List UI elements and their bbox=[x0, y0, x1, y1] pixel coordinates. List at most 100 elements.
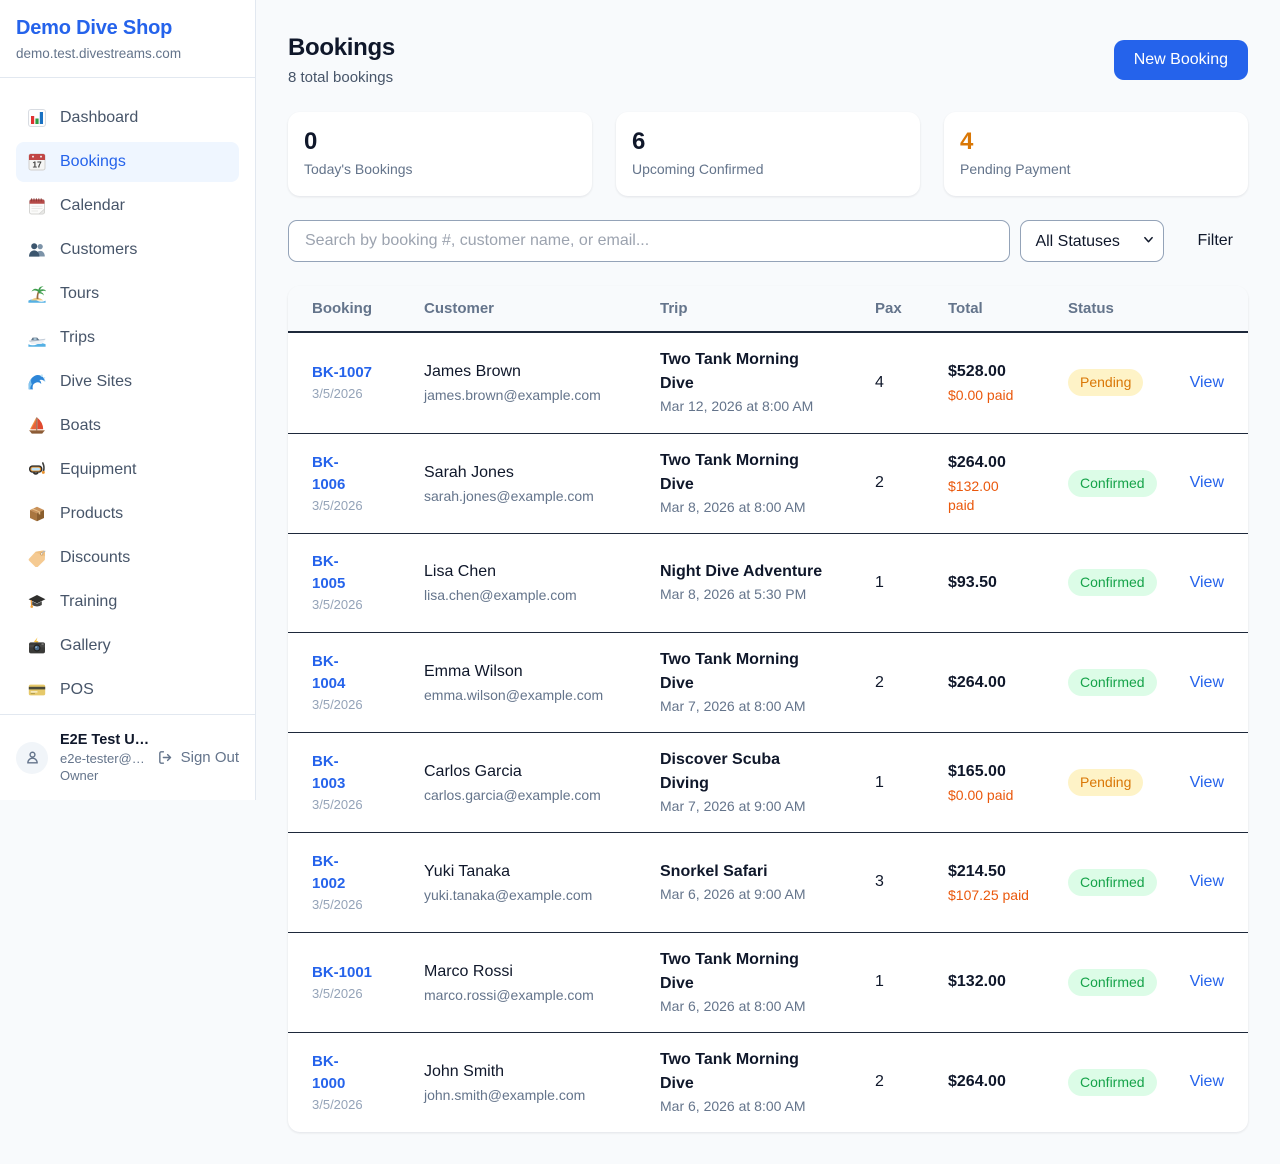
booking-id-link[interactable]: BK- 1003 bbox=[312, 753, 346, 792]
status-cell: Confirmed bbox=[1068, 654, 1180, 711]
sidebar-item-training[interactable]: Training bbox=[16, 582, 239, 622]
bar-chart-icon bbox=[28, 109, 46, 127]
user-box: E2E Test U… e2e-tester@… Owner Sign Out bbox=[0, 714, 255, 800]
sidebar-item-tours[interactable]: Tours bbox=[16, 274, 239, 314]
column-header-status: Status bbox=[1068, 300, 1114, 317]
trip-date: Mar 8, 2026 at 5:30 PM bbox=[660, 586, 807, 603]
booking-id-link[interactable]: BK- 1006 bbox=[312, 453, 346, 493]
customer-name: Carlos Garcia bbox=[424, 763, 522, 780]
sidebar-item-dashboard[interactable]: Dashboard bbox=[16, 98, 239, 138]
customer-cell: Lisa Chen lisa.chen@example.com bbox=[424, 545, 660, 620]
view-link[interactable]: View bbox=[1189, 773, 1224, 791]
booking-cell: BK-1001 3/5/2026 bbox=[312, 947, 424, 1018]
trip-name: Two Tank Morning Dive bbox=[660, 950, 799, 992]
table-row: BK- 1002 3/5/2026 Yuki Tanaka yuki.tanak… bbox=[288, 832, 1248, 932]
booking-id-link[interactable]: BK- 1002 bbox=[312, 852, 346, 892]
sign-out-icon bbox=[158, 751, 171, 764]
booking-cell: BK- 1003 3/5/2026 bbox=[312, 736, 424, 829]
trip-date: Mar 6, 2026 at 9:00 AM bbox=[660, 885, 806, 902]
sidebar-item-trips[interactable]: Trips bbox=[16, 318, 239, 358]
column-header-pax: Pax bbox=[875, 300, 902, 317]
filter-button[interactable]: Filter bbox=[1197, 232, 1233, 249]
trip-date: Mar 7, 2026 at 8:00 AM bbox=[660, 698, 806, 714]
trip-date: Mar 6, 2026 at 8:00 AM bbox=[660, 1097, 806, 1114]
total-cell: $214.50 $107.25 paid bbox=[948, 845, 1068, 920]
trip-name: Snorkel Safari bbox=[660, 862, 768, 880]
customer-cell: Marco Rossi marco.rossi@example.com bbox=[424, 945, 660, 1020]
status-badge: Confirmed bbox=[1068, 569, 1157, 597]
actions-cell: View bbox=[1180, 359, 1248, 407]
customer-name: John Smith bbox=[424, 1062, 505, 1080]
booking-date: 3/5/2026 bbox=[312, 386, 363, 402]
total-cell: $132.00 bbox=[948, 955, 1068, 1009]
sidebar-item-dive-sites[interactable]: Dive Sites bbox=[16, 362, 239, 402]
booking-date: 3/5/2026 bbox=[312, 497, 363, 513]
booking-id-link[interactable]: BK- 1000 bbox=[312, 1052, 346, 1092]
sidebar-item-label: Bookings bbox=[60, 153, 126, 170]
customer-name: James Brown bbox=[424, 363, 521, 381]
sidebar-item-bookings[interactable]: 17 Bookings bbox=[16, 142, 239, 182]
customer-cell: James Brown james.brown@example.com bbox=[424, 345, 660, 420]
camera-with-flash-icon bbox=[29, 637, 45, 654]
sidebar-item-discounts[interactable]: Discounts bbox=[16, 538, 239, 578]
pax-cell: 1 bbox=[875, 573, 884, 591]
view-link[interactable]: View bbox=[1189, 474, 1224, 491]
sidebar-item-label: Gallery bbox=[60, 637, 111, 654]
sidebar-item-equipment[interactable]: Equipment bbox=[16, 450, 239, 490]
table-row: BK- 1005 3/5/2026 Lisa Chen lisa.chen@ex… bbox=[288, 532, 1248, 633]
booking-id-link[interactable]: BK- 1004 bbox=[312, 653, 346, 692]
sidebar-item-label: POS bbox=[60, 681, 94, 698]
customer-cell: John Smith john.smith@example.com bbox=[424, 1045, 660, 1120]
table-row: BK-1007 3/5/2026 James Brown james.brown… bbox=[288, 333, 1248, 433]
actions-cell: View bbox=[1180, 858, 1248, 906]
total-amount: $214.50 bbox=[948, 862, 1006, 880]
sidebar-item-pos[interactable]: POS bbox=[16, 670, 239, 710]
view-link[interactable]: View bbox=[1189, 673, 1224, 691]
view-link[interactable]: View bbox=[1189, 373, 1224, 391]
customer-email: lisa.chen@example.com bbox=[424, 587, 577, 604]
booking-id-link[interactable]: BK-1001 bbox=[312, 963, 373, 981]
search-input[interactable] bbox=[288, 220, 1011, 262]
customer-name: Yuki Tanaka bbox=[424, 862, 510, 880]
sidebar-item-products[interactable]: Products bbox=[16, 494, 239, 534]
filter-row: All Statuses Filter bbox=[288, 220, 1248, 262]
booking-id-link[interactable]: BK-1007 bbox=[312, 364, 373, 382]
status-badge: Pending bbox=[1068, 369, 1144, 397]
view-link[interactable]: View bbox=[1189, 873, 1224, 891]
customer-email: marco.rossi@example.com bbox=[424, 986, 594, 1003]
sidebar-item-label: Dashboard bbox=[60, 109, 139, 126]
total-cell: $264.00 $132.00 paid bbox=[948, 436, 1068, 530]
view-link[interactable]: View bbox=[1189, 973, 1224, 990]
sidebar-item-boats[interactable]: Boats bbox=[16, 406, 239, 446]
main-content: Bookings 8 total bookings New Booking 0 … bbox=[256, 0, 1280, 1164]
sign-out-label: Sign Out bbox=[180, 749, 239, 766]
customer-name: Emma Wilson bbox=[424, 663, 523, 680]
trip-cell: Two Tank Morning Dive Mar 6, 2026 at 8:0… bbox=[660, 1033, 875, 1132]
booking-cell: BK- 1004 3/5/2026 bbox=[312, 636, 424, 729]
sign-out-button[interactable]: Sign Out bbox=[157, 749, 239, 766]
sidebar-item-gallery[interactable]: Gallery bbox=[16, 626, 239, 666]
trip-date: Mar 12, 2026 at 8:00 AM bbox=[660, 398, 814, 415]
user-role: Owner bbox=[60, 768, 99, 783]
customer-cell: Emma Wilson emma.wilson@example.com bbox=[424, 645, 660, 720]
sidebar-item-customers[interactable]: Customers bbox=[16, 230, 239, 270]
brand-domain: demo.test.divestreams.com bbox=[16, 46, 182, 61]
table-body: BK-1007 3/5/2026 James Brown james.brown… bbox=[288, 333, 1248, 1132]
view-link[interactable]: View bbox=[1189, 1073, 1224, 1090]
speedboat-icon bbox=[28, 337, 46, 347]
status-cell: Pending bbox=[1068, 754, 1180, 811]
status-select[interactable]: All Statuses bbox=[1020, 220, 1165, 262]
customer-cell: Yuki Tanaka yuki.tanaka@example.com bbox=[424, 845, 660, 920]
sidebar-item-calendar[interactable]: Calendar bbox=[16, 186, 239, 226]
new-booking-button[interactable]: New Booking bbox=[1113, 40, 1248, 80]
trip-cell: Two Tank Morning Dive Mar 8, 2026 at 8:0… bbox=[660, 434, 875, 533]
paid-amount: $0.00 paid bbox=[948, 387, 1014, 404]
column-header-customer: Customer bbox=[424, 300, 495, 317]
customer-email: carlos.garcia@example.com bbox=[424, 787, 601, 803]
booking-id-link[interactable]: BK- 1005 bbox=[312, 553, 346, 593]
pax-cell: 1 bbox=[875, 973, 884, 990]
paid-amount: $132.00 paid bbox=[948, 478, 999, 513]
view-link[interactable]: View bbox=[1189, 573, 1224, 591]
trip-cell: Two Tank Morning Dive Mar 12, 2026 at 8:… bbox=[660, 333, 875, 432]
customer-email: emma.wilson@example.com bbox=[424, 687, 604, 703]
